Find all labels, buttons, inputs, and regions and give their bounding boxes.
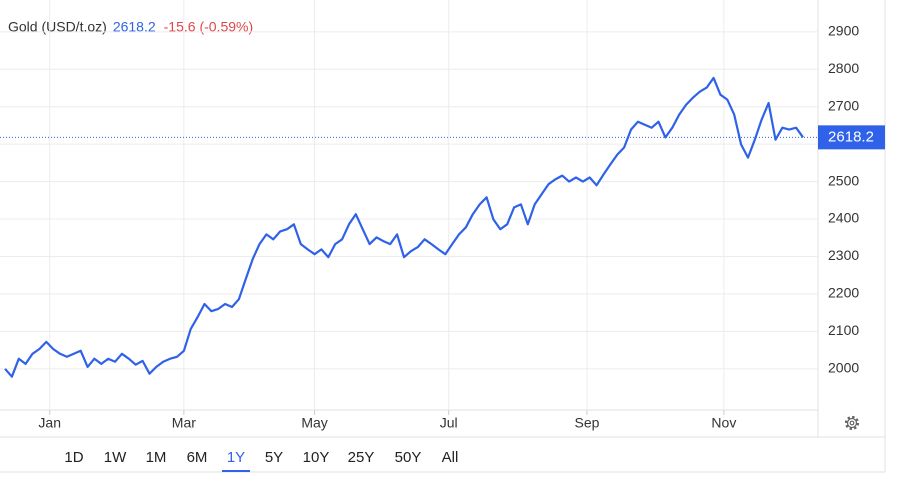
range-button[interactable]: 6M (187, 449, 208, 466)
gear-ring (846, 417, 858, 429)
range-button[interactable]: 10Y (303, 449, 330, 466)
price: 2618.2 (113, 19, 156, 35)
range-button[interactable]: 1D (64, 449, 83, 466)
range-button-label: 6M (187, 449, 208, 466)
range-button[interactable]: 1Y (222, 449, 250, 472)
y-tick-label: 2000 (828, 360, 859, 376)
x-tick-label: May (301, 415, 327, 431)
y-tick-label: 2500 (828, 172, 859, 188)
y-tick-label: 2700 (828, 97, 859, 113)
price-change: -15.6 (-0.59%) (164, 19, 253, 35)
y-tick-label: 2200 (828, 285, 859, 301)
range-button-label: 1D (64, 449, 83, 466)
y-tick-label: 2100 (828, 322, 859, 338)
last-price-tag (818, 125, 885, 150)
range-button[interactable]: 25Y (348, 449, 375, 466)
range-button-label: 10Y (303, 449, 330, 466)
range-button-label: 1W (104, 449, 127, 466)
range-button-label: 1Y (227, 449, 245, 466)
settings-icon[interactable] (844, 415, 860, 431)
range-button[interactable]: 1W (104, 449, 127, 466)
price-line (4, 76, 804, 378)
y-tick-label: 2400 (828, 210, 859, 226)
range-button[interactable]: 1M (146, 449, 167, 466)
y-tick-label: 2800 (828, 60, 859, 76)
y-tick-label: 2300 (828, 247, 859, 263)
gear-hub (849, 420, 855, 426)
range-button[interactable]: All (442, 449, 459, 466)
range-button-label: All (442, 449, 459, 466)
y-tick-label: 2900 (828, 23, 859, 39)
x-tick-label: Nov (711, 415, 736, 431)
range-button-label: 1M (146, 449, 167, 466)
range-button[interactable]: 50Y (395, 449, 422, 466)
range-button-label: 5Y (265, 449, 283, 466)
gear-teeth (844, 415, 860, 431)
x-tick-label: Mar (172, 415, 196, 431)
range-button-label: 50Y (395, 449, 422, 466)
range-button-label: 25Y (348, 449, 375, 466)
range-button[interactable]: 5Y (265, 449, 283, 466)
x-tick-label: Sep (575, 415, 600, 431)
last-price-label: 2618.2 (828, 128, 874, 145)
chart-title: Gold (USD/t.oz) (8, 19, 107, 35)
x-tick-label: Jan (38, 415, 61, 431)
x-tick-label: Jul (440, 415, 458, 431)
